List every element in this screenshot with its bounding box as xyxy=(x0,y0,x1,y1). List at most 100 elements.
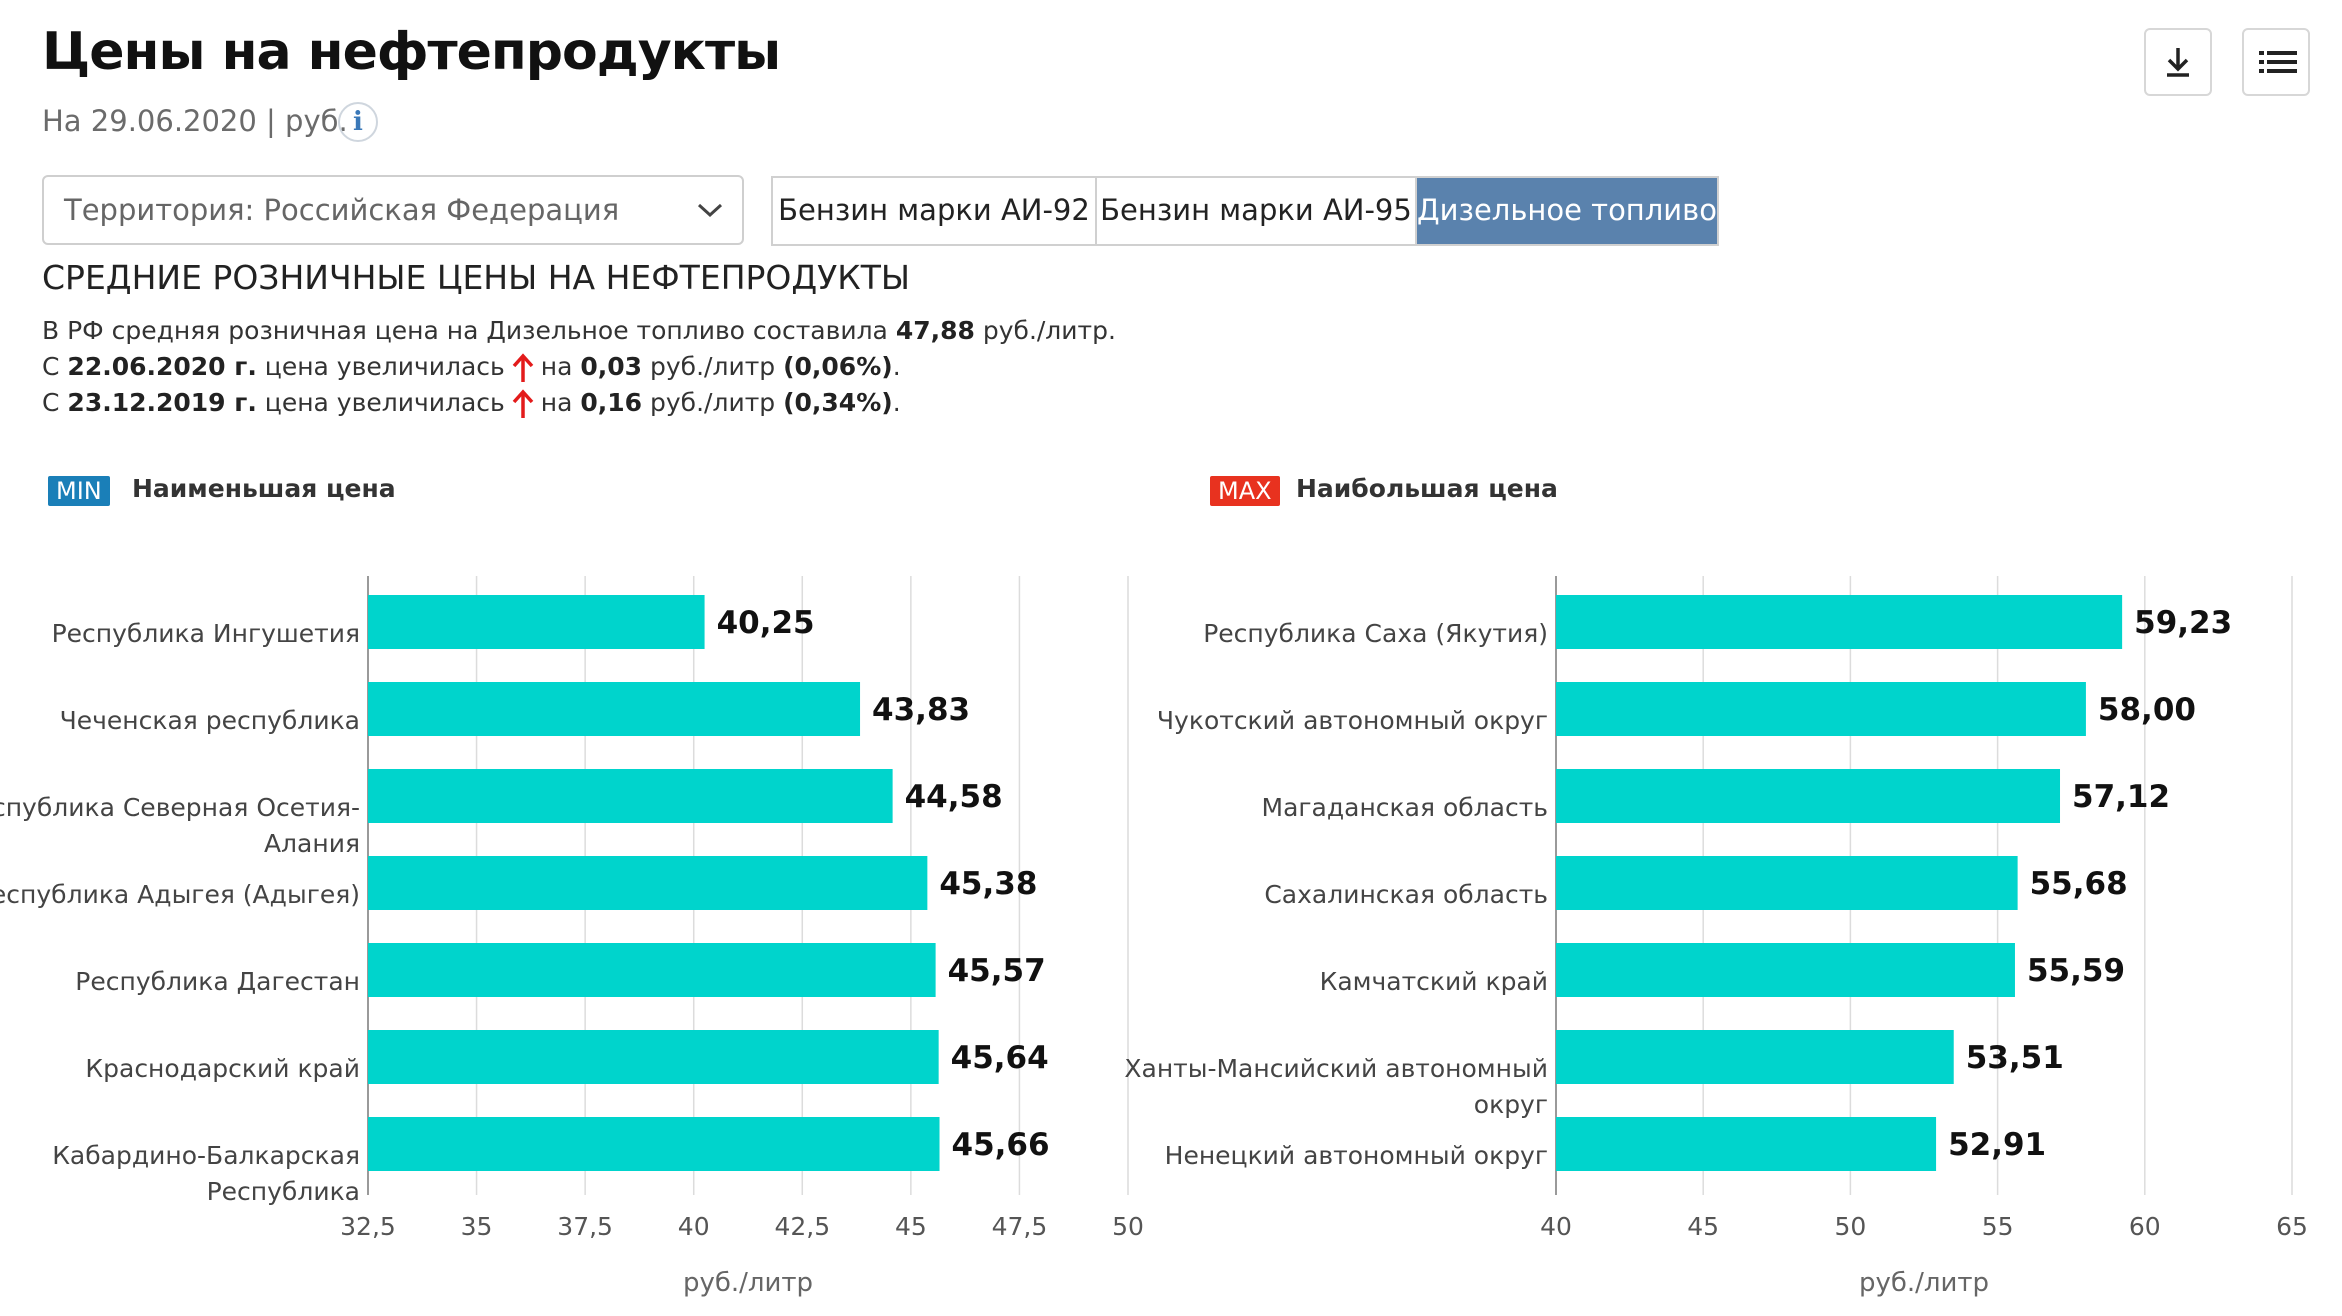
territory-select-label: Территория: Российская Федерация xyxy=(64,193,620,227)
max-chart-category-label: Магаданская область xyxy=(1262,793,1549,822)
summary-change: 0,16 xyxy=(580,388,643,417)
list-icon xyxy=(2259,51,2297,73)
tab-diesel[interactable]: Дизельное топливо xyxy=(1415,178,1717,244)
min-chart-value-label: 43,83 xyxy=(872,692,970,728)
min-chart-category-label: Республика Адыгея (Адыгея) xyxy=(0,880,360,909)
min-chart-bar xyxy=(368,595,705,649)
summary-period: . xyxy=(892,388,901,417)
min-chart-tick-label: 32,5 xyxy=(340,1212,396,1241)
min-chart-value-label: 40,25 xyxy=(717,605,815,641)
min-chart-bar xyxy=(368,682,861,736)
max-chart-value-label: 55,68 xyxy=(2030,866,2128,902)
summary-on: на xyxy=(540,388,573,417)
summary-unit: руб./литр xyxy=(650,388,776,417)
summary-line-1: В РФ средняя розничная цена на Дизельное… xyxy=(42,316,1116,345)
min-chart-category-label: Республика Ингушетия xyxy=(52,619,360,648)
min-chart-category-label: Алания xyxy=(264,829,360,858)
summary-date: 22.06.2020 г. xyxy=(67,352,257,381)
min-legend-label: Наименьшая цена xyxy=(132,474,396,503)
max-chart-tick-label: 65 xyxy=(2276,1212,2308,1241)
min-chart-tick-label: 40 xyxy=(678,1212,710,1241)
min-chart-value-label: 45,64 xyxy=(951,1040,1049,1076)
min-chart-category-label: Краснодарский край xyxy=(85,1054,360,1083)
max-chart-tick-label: 60 xyxy=(2129,1212,2161,1241)
max-badge: MAX xyxy=(1210,476,1280,506)
min-chart-category-label: Республика Дагестан xyxy=(75,967,360,996)
min-chart-bar xyxy=(368,1030,939,1084)
max-chart-tick-label: 45 xyxy=(1687,1212,1719,1241)
min-chart-tick-label: 42,5 xyxy=(774,1212,830,1241)
page-title: Цены на нефтепродукты xyxy=(42,22,781,82)
summary-prefix: С xyxy=(42,388,60,417)
max-chart-category-label: округ xyxy=(1474,1090,1548,1119)
min-chart-tick-label: 35 xyxy=(461,1212,493,1241)
summary-period: . xyxy=(892,352,901,381)
summary-change: 0,03 xyxy=(580,352,643,381)
max-chart-bar xyxy=(1556,1030,1954,1084)
max-chart-x-axis-title: руб./литр xyxy=(1859,1268,1989,1298)
tab-ai92[interactable]: Бензин марки АИ-92 xyxy=(773,178,1095,244)
section-heading: СРЕДНИЕ РОЗНИЧНЫЕ ЦЕНЫ НА НЕФТЕПРОДУКТЫ xyxy=(42,258,910,297)
summary-on: на xyxy=(540,352,573,381)
min-chart-bar xyxy=(368,769,893,823)
summary-date: 23.12.2019 г. xyxy=(67,388,257,417)
arrow-up-icon xyxy=(512,353,534,382)
max-chart-category-label: Республика Саха (Якутия) xyxy=(1203,619,1548,648)
summary-text: цена увеличилась xyxy=(264,352,505,381)
max-chart-category-label: Чукотский автономный округ xyxy=(1157,706,1548,735)
max-chart-value-label: 57,12 xyxy=(2072,779,2170,815)
min-badge: MIN xyxy=(48,476,110,506)
chevron-down-icon xyxy=(697,203,723,218)
summary-percent: (0,34%) xyxy=(783,388,893,417)
min-chart-bar xyxy=(368,1117,940,1171)
min-chart-value-label: 45,57 xyxy=(948,953,1046,989)
min-chart-category-label: Республика xyxy=(207,1177,360,1206)
max-chart-tick-label: 50 xyxy=(1834,1212,1866,1241)
list-view-button[interactable] xyxy=(2242,28,2310,96)
max-legend-label: Наибольшая цена xyxy=(1296,474,1558,503)
max-chart-value-label: 53,51 xyxy=(1966,1040,2064,1076)
info-icon[interactable]: i xyxy=(338,102,378,142)
max-chart-bar xyxy=(1556,1117,1937,1171)
min-chart-tick-label: 45 xyxy=(895,1212,927,1241)
territory-select[interactable]: Территория: Российская Федерация xyxy=(42,175,744,245)
min-chart-tick-label: 50 xyxy=(1112,1212,1144,1241)
fuel-type-tabs: Бензин марки АИ-92 Бензин марки АИ-95 Ди… xyxy=(771,176,1719,246)
summary-text: цена увеличилась xyxy=(264,388,505,417)
min-chart-tick-label: 47,5 xyxy=(992,1212,1048,1241)
summary-line-2: С 22.06.2020 г. цена увеличилась на 0,03 … xyxy=(42,352,901,383)
max-chart-value-label: 59,23 xyxy=(2134,605,2232,641)
max-chart-tick-label: 40 xyxy=(1540,1212,1572,1241)
min-chart-tick-label: 37,5 xyxy=(557,1212,613,1241)
max-chart-value-label: 52,91 xyxy=(1948,1127,2046,1163)
max-chart-bar xyxy=(1556,943,2015,997)
min-chart-value-label: 45,66 xyxy=(952,1127,1050,1163)
min-chart-value-label: 44,58 xyxy=(905,779,1003,815)
min-chart-category-label: Чеченская республика xyxy=(60,706,360,735)
max-chart-value-label: 58,00 xyxy=(2098,692,2196,728)
min-chart-category-label: Республика Северная Осетия- xyxy=(0,793,360,822)
summary-percent: (0,06%) xyxy=(783,352,893,381)
max-chart-category-label: Ненецкий автономный округ xyxy=(1165,1141,1548,1170)
max-chart-category-label: Ханты-Мансийский автономный xyxy=(1124,1054,1548,1083)
summary-text: В РФ средняя розничная цена на Дизельное… xyxy=(42,316,888,345)
download-button[interactable] xyxy=(2144,28,2212,96)
max-chart-bar xyxy=(1556,856,2018,910)
max-chart-category-label: Камчатский край xyxy=(1320,967,1548,996)
summary-line-3: С 23.12.2019 г. цена увеличилась на 0,16 … xyxy=(42,388,901,419)
max-chart-bar xyxy=(1556,595,2123,649)
max-chart-category-label: Сахалинская область xyxy=(1264,880,1548,909)
max-chart-tick-label: 55 xyxy=(1982,1212,2014,1241)
max-chart-value-label: 55,59 xyxy=(2027,953,2125,989)
summary-prefix: С xyxy=(42,352,60,381)
max-chart-bar xyxy=(1556,682,2086,736)
summary-value: 47,88 xyxy=(895,316,975,345)
arrow-up-icon xyxy=(512,389,534,418)
tab-ai95[interactable]: Бензин марки АИ-95 xyxy=(1095,178,1415,244)
min-chart-value-label: 45,38 xyxy=(939,866,1037,902)
download-icon xyxy=(2167,48,2189,77)
min-chart-category-label: Кабардино-Балкарская xyxy=(52,1141,360,1170)
min-chart-bar xyxy=(368,943,936,997)
min-chart-x-axis-title: руб./литр xyxy=(683,1268,813,1298)
